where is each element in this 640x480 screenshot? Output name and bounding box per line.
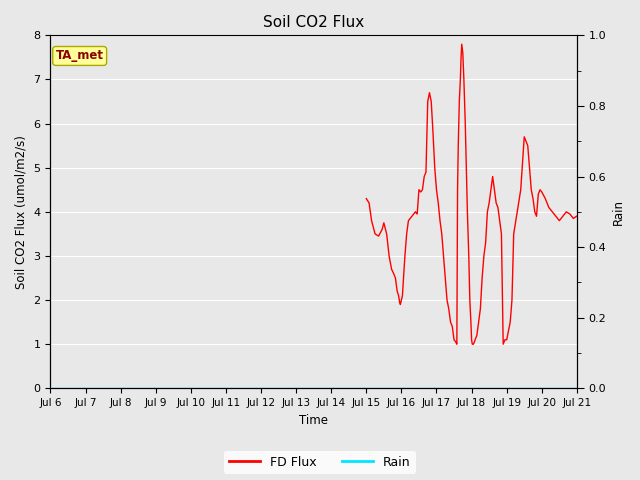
- Legend: FD Flux, Rain: FD Flux, Rain: [224, 451, 416, 474]
- Y-axis label: Soil CO2 Flux (umol/m2/s): Soil CO2 Flux (umol/m2/s): [15, 135, 28, 289]
- Title: Soil CO2 Flux: Soil CO2 Flux: [263, 15, 364, 30]
- Y-axis label: Rain: Rain: [612, 199, 625, 225]
- X-axis label: Time: Time: [299, 414, 328, 427]
- Text: TA_met: TA_met: [56, 49, 104, 62]
